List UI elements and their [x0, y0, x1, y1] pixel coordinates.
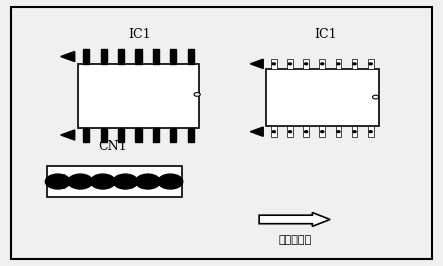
- Circle shape: [369, 63, 372, 65]
- Circle shape: [272, 63, 276, 65]
- Bar: [287, 59, 293, 69]
- Bar: [271, 126, 277, 137]
- Circle shape: [90, 174, 115, 189]
- Bar: [101, 49, 107, 64]
- Bar: [101, 128, 107, 142]
- Circle shape: [288, 63, 291, 65]
- Bar: [319, 126, 325, 137]
- Circle shape: [194, 93, 200, 96]
- Bar: [368, 59, 373, 69]
- Bar: [303, 126, 309, 137]
- Bar: [170, 49, 176, 64]
- Bar: [368, 126, 373, 137]
- Circle shape: [288, 131, 291, 133]
- Bar: [319, 59, 325, 69]
- Bar: [78, 64, 199, 128]
- Polygon shape: [259, 213, 330, 226]
- Circle shape: [321, 131, 324, 133]
- Circle shape: [353, 63, 356, 65]
- Bar: [335, 59, 341, 69]
- Bar: [83, 128, 89, 142]
- Bar: [136, 128, 142, 142]
- Circle shape: [305, 63, 308, 65]
- Circle shape: [158, 174, 183, 189]
- Polygon shape: [45, 174, 65, 188]
- Bar: [352, 59, 358, 69]
- Polygon shape: [250, 59, 263, 68]
- Bar: [352, 126, 358, 137]
- Bar: [118, 128, 124, 142]
- Text: IC1: IC1: [314, 28, 337, 41]
- Bar: [47, 166, 182, 197]
- Bar: [170, 128, 176, 142]
- Polygon shape: [61, 52, 75, 62]
- Circle shape: [353, 131, 356, 133]
- Circle shape: [272, 131, 276, 133]
- Bar: [118, 49, 124, 64]
- Circle shape: [337, 131, 340, 133]
- Bar: [287, 126, 293, 137]
- Bar: [187, 128, 194, 142]
- Bar: [83, 49, 89, 64]
- Bar: [153, 128, 159, 142]
- Circle shape: [337, 63, 340, 65]
- Bar: [271, 59, 277, 69]
- Bar: [266, 69, 379, 126]
- Bar: [303, 59, 309, 69]
- Circle shape: [305, 131, 308, 133]
- Text: IC1: IC1: [128, 28, 151, 41]
- Bar: [136, 49, 142, 64]
- Circle shape: [45, 174, 70, 189]
- Bar: [153, 49, 159, 64]
- Circle shape: [68, 174, 93, 189]
- Bar: [335, 126, 341, 137]
- Text: 过波峰方向: 过波峰方向: [278, 235, 311, 245]
- Text: CN1: CN1: [99, 140, 127, 153]
- Circle shape: [369, 131, 372, 133]
- Polygon shape: [61, 130, 75, 140]
- Circle shape: [373, 95, 379, 99]
- Bar: [187, 49, 194, 64]
- Polygon shape: [250, 127, 263, 136]
- Circle shape: [136, 174, 160, 189]
- Circle shape: [113, 174, 138, 189]
- Circle shape: [321, 63, 324, 65]
